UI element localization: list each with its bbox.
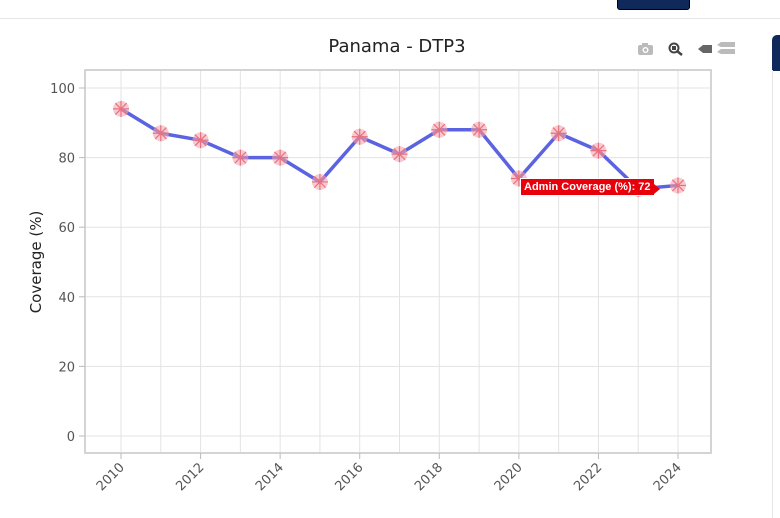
y-tick-label: 0	[67, 430, 75, 445]
y-tick-label: 20	[58, 360, 75, 375]
camera-icon[interactable]	[638, 43, 653, 55]
data-point[interactable]	[152, 125, 169, 142]
plot-frame	[84, 69, 712, 454]
data-point[interactable]	[351, 128, 368, 145]
chart-title: Panama - DTP3	[328, 36, 465, 57]
y-tick-label: 60	[58, 221, 75, 236]
x-tick-label: 2010	[94, 460, 128, 494]
data-point[interactable]	[311, 173, 328, 190]
header-button[interactable]	[617, 0, 690, 10]
y-tick-label: 80	[58, 152, 75, 167]
x-tick-label: 2020	[492, 460, 526, 494]
x-tick-label: 2014	[253, 460, 287, 494]
y-axis-label: Coverage (%)	[27, 211, 45, 314]
data-point[interactable]	[391, 146, 408, 163]
data-point[interactable]	[113, 100, 129, 117]
x-tick-label: 2012	[173, 460, 207, 494]
x-tick-label: 2016	[333, 460, 367, 494]
header-divider	[0, 18, 780, 19]
y-tick-label: 40	[58, 291, 75, 306]
data-point[interactable]	[670, 177, 686, 194]
zoom-icon[interactable]	[668, 42, 683, 56]
hover-compare-icon[interactable]	[717, 42, 735, 54]
data-point[interactable]	[471, 121, 488, 138]
x-tick-label: 2018	[412, 460, 446, 494]
data-point[interactable]	[232, 149, 249, 166]
data-point[interactable]	[550, 125, 567, 142]
data-point[interactable]	[272, 149, 289, 166]
x-tick-label: 2022	[571, 460, 605, 494]
y-tick-label: 100	[50, 82, 75, 97]
modebar	[638, 42, 735, 56]
data-point[interactable]	[192, 132, 209, 149]
x-tick-label: 2024	[651, 460, 685, 494]
data-point[interactable]	[431, 121, 448, 138]
side-panel-border	[772, 70, 773, 518]
hover-tooltip: Admin Coverage (%): 72	[520, 178, 660, 196]
data-point[interactable]	[590, 142, 607, 159]
hover-closest-icon[interactable]	[698, 45, 712, 53]
side-panel-tab[interactable]	[772, 35, 780, 71]
